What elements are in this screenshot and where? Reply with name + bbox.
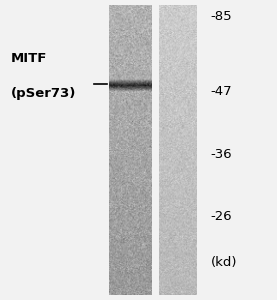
Text: -26: -26	[211, 209, 232, 223]
Text: (kd): (kd)	[211, 256, 237, 269]
Text: MITF: MITF	[11, 52, 47, 65]
Text: (pSer73): (pSer73)	[11, 86, 76, 100]
Text: -36: -36	[211, 148, 232, 161]
Text: -47: -47	[211, 85, 232, 98]
Text: -85: -85	[211, 10, 232, 23]
